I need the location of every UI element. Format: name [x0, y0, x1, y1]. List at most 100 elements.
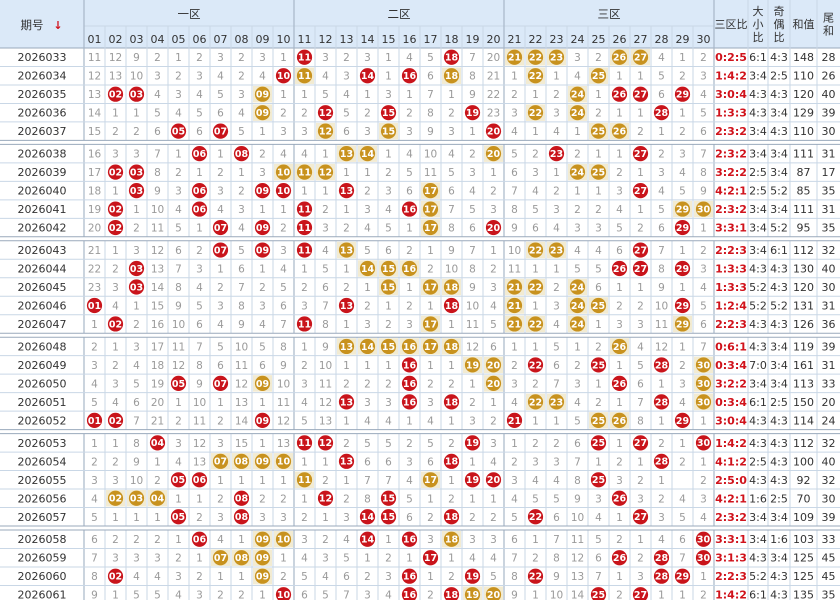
- drawn-ball[interactable]: [422, 472, 439, 488]
- drawn-ball[interactable]: [422, 201, 439, 217]
- drawn-ball[interactable]: [149, 435, 166, 451]
- drawn-ball[interactable]: [401, 587, 418, 603]
- drawn-ball[interactable]: [548, 146, 565, 162]
- drawn-ball[interactable]: [359, 260, 376, 277]
- drawn-ball[interactable]: [485, 146, 502, 162]
- drawn-ball[interactable]: [380, 105, 397, 121]
- drawn-ball[interactable]: [107, 568, 124, 584]
- issue-number[interactable]: 2026043: [18, 244, 67, 257]
- drawn-ball[interactable]: [296, 472, 313, 488]
- issue-number[interactable]: 2026037: [18, 125, 67, 138]
- drawn-ball[interactable]: [338, 338, 355, 355]
- drawn-ball[interactable]: [107, 201, 124, 217]
- issue-column-header[interactable]: 期号: [21, 18, 44, 32]
- drawn-ball[interactable]: [611, 86, 628, 102]
- drawn-ball[interactable]: [296, 164, 313, 180]
- drawn-ball[interactable]: [611, 49, 628, 65]
- drawn-ball[interactable]: [170, 472, 187, 488]
- drawn-ball[interactable]: [254, 531, 271, 547]
- drawn-ball[interactable]: [695, 394, 712, 410]
- drawn-ball[interactable]: [695, 435, 712, 451]
- drawn-ball[interactable]: [485, 472, 502, 488]
- drawn-ball[interactable]: [590, 435, 607, 451]
- drawn-ball[interactable]: [170, 509, 187, 525]
- issue-number[interactable]: 2026044: [18, 263, 67, 276]
- drawn-ball[interactable]: [674, 412, 691, 428]
- drawn-ball[interactable]: [128, 260, 145, 277]
- drawn-ball[interactable]: [107, 316, 124, 332]
- drawn-ball[interactable]: [569, 279, 586, 295]
- drawn-ball[interactable]: [380, 509, 397, 525]
- drawn-ball[interactable]: [632, 49, 649, 65]
- drawn-ball[interactable]: [674, 201, 691, 217]
- drawn-ball[interactable]: [464, 357, 481, 373]
- drawn-ball[interactable]: [380, 490, 397, 506]
- drawn-ball[interactable]: [611, 550, 628, 566]
- drawn-ball[interactable]: [380, 338, 397, 355]
- issue-number[interactable]: 2026054: [18, 455, 67, 468]
- drawn-ball[interactable]: [590, 123, 607, 139]
- drawn-ball[interactable]: [107, 164, 124, 180]
- drawn-ball[interactable]: [674, 568, 691, 584]
- drawn-ball[interactable]: [695, 531, 712, 547]
- issue-number[interactable]: 2026035: [18, 88, 67, 101]
- drawn-ball[interactable]: [464, 435, 481, 451]
- drawn-ball[interactable]: [233, 509, 250, 525]
- drawn-ball[interactable]: [443, 394, 460, 410]
- drawn-ball[interactable]: [590, 412, 607, 428]
- drawn-ball[interactable]: [422, 316, 439, 332]
- drawn-ball[interactable]: [401, 260, 418, 277]
- drawn-ball[interactable]: [464, 472, 481, 488]
- drawn-ball[interactable]: [212, 123, 229, 139]
- drawn-ball[interactable]: [296, 242, 313, 258]
- drawn-ball[interactable]: [632, 183, 649, 199]
- drawn-ball[interactable]: [485, 357, 502, 373]
- issue-number[interactable]: 2026045: [18, 281, 67, 294]
- drawn-ball[interactable]: [380, 260, 397, 277]
- drawn-ball[interactable]: [170, 375, 187, 391]
- drawn-ball[interactable]: [611, 338, 628, 355]
- drawn-ball[interactable]: [401, 394, 418, 410]
- drawn-ball[interactable]: [212, 242, 229, 258]
- drawn-ball[interactable]: [401, 68, 418, 84]
- issue-number[interactable]: 2026050: [18, 377, 67, 390]
- drawn-ball[interactable]: [422, 550, 439, 566]
- drawn-ball[interactable]: [338, 183, 355, 199]
- drawn-ball[interactable]: [401, 201, 418, 217]
- drawn-ball[interactable]: [359, 68, 376, 84]
- drawn-ball[interactable]: [233, 550, 250, 566]
- drawn-ball[interactable]: [506, 49, 523, 65]
- drawn-ball[interactable]: [443, 338, 460, 355]
- drawn-ball[interactable]: [653, 105, 670, 121]
- drawn-ball[interactable]: [674, 86, 691, 102]
- drawn-ball[interactable]: [254, 550, 271, 566]
- drawn-ball[interactable]: [422, 219, 439, 236]
- drawn-ball[interactable]: [254, 105, 271, 121]
- drawn-ball[interactable]: [296, 435, 313, 451]
- drawn-ball[interactable]: [653, 357, 670, 373]
- drawn-ball[interactable]: [317, 490, 334, 506]
- drawn-ball[interactable]: [527, 242, 544, 258]
- drawn-ball[interactable]: [506, 316, 523, 332]
- drawn-ball[interactable]: [191, 146, 208, 162]
- drawn-ball[interactable]: [401, 531, 418, 547]
- drawn-ball[interactable]: [485, 123, 502, 139]
- drawn-ball[interactable]: [275, 68, 292, 84]
- drawn-ball[interactable]: [611, 490, 628, 506]
- issue-number[interactable]: 2026051: [18, 396, 67, 409]
- drawn-ball[interactable]: [401, 357, 418, 373]
- drawn-ball[interactable]: [632, 86, 649, 102]
- drawn-ball[interactable]: [443, 453, 460, 469]
- issue-number[interactable]: 2026059: [18, 552, 67, 565]
- drawn-ball[interactable]: [422, 279, 439, 295]
- drawn-ball[interactable]: [632, 242, 649, 258]
- drawn-ball[interactable]: [443, 531, 460, 547]
- drawn-ball[interactable]: [485, 219, 502, 236]
- drawn-ball[interactable]: [338, 453, 355, 469]
- drawn-ball[interactable]: [107, 490, 124, 506]
- drawn-ball[interactable]: [485, 587, 502, 603]
- drawn-ball[interactable]: [338, 394, 355, 410]
- drawn-ball[interactable]: [569, 105, 586, 121]
- drawn-ball[interactable]: [527, 68, 544, 84]
- drawn-ball[interactable]: [254, 375, 271, 391]
